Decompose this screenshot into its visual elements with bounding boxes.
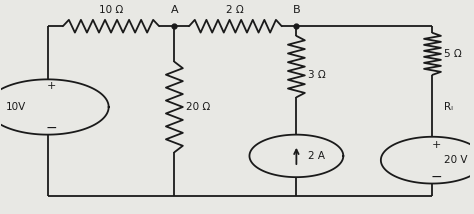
Text: 3 Ω: 3 Ω bbox=[308, 70, 326, 80]
Text: 2 A: 2 A bbox=[308, 151, 325, 161]
Text: −: − bbox=[430, 170, 442, 184]
Text: 10 Ω: 10 Ω bbox=[99, 4, 123, 15]
Text: 20 Ω: 20 Ω bbox=[186, 102, 210, 112]
Text: 5 Ω: 5 Ω bbox=[444, 49, 462, 59]
Text: −: − bbox=[46, 121, 57, 135]
Text: 20 V: 20 V bbox=[444, 155, 468, 165]
Text: Rₗ: Rₗ bbox=[444, 102, 453, 112]
Text: 10V: 10V bbox=[6, 102, 27, 112]
Text: 2 Ω: 2 Ω bbox=[227, 4, 244, 15]
Text: B: B bbox=[292, 4, 300, 15]
Text: A: A bbox=[171, 4, 178, 15]
Text: +: + bbox=[47, 81, 56, 91]
Text: +: + bbox=[431, 140, 441, 150]
